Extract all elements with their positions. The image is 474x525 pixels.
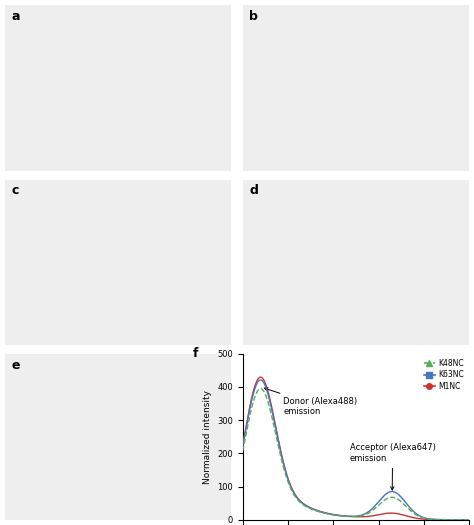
Text: c: c: [11, 184, 19, 197]
Y-axis label: Normalized intensity: Normalized intensity: [202, 390, 211, 484]
Text: a: a: [11, 10, 20, 23]
Text: Acceptor (Alexa647)
emission: Acceptor (Alexa647) emission: [350, 444, 436, 490]
Text: b: b: [249, 10, 258, 23]
Text: Donor (Alexa488)
emission: Donor (Alexa488) emission: [264, 387, 357, 416]
Text: f: f: [193, 347, 198, 360]
Text: d: d: [249, 184, 258, 197]
Text: e: e: [11, 359, 20, 372]
Legend: K48NC, K63NC, M1NC: K48NC, K63NC, M1NC: [422, 358, 465, 392]
